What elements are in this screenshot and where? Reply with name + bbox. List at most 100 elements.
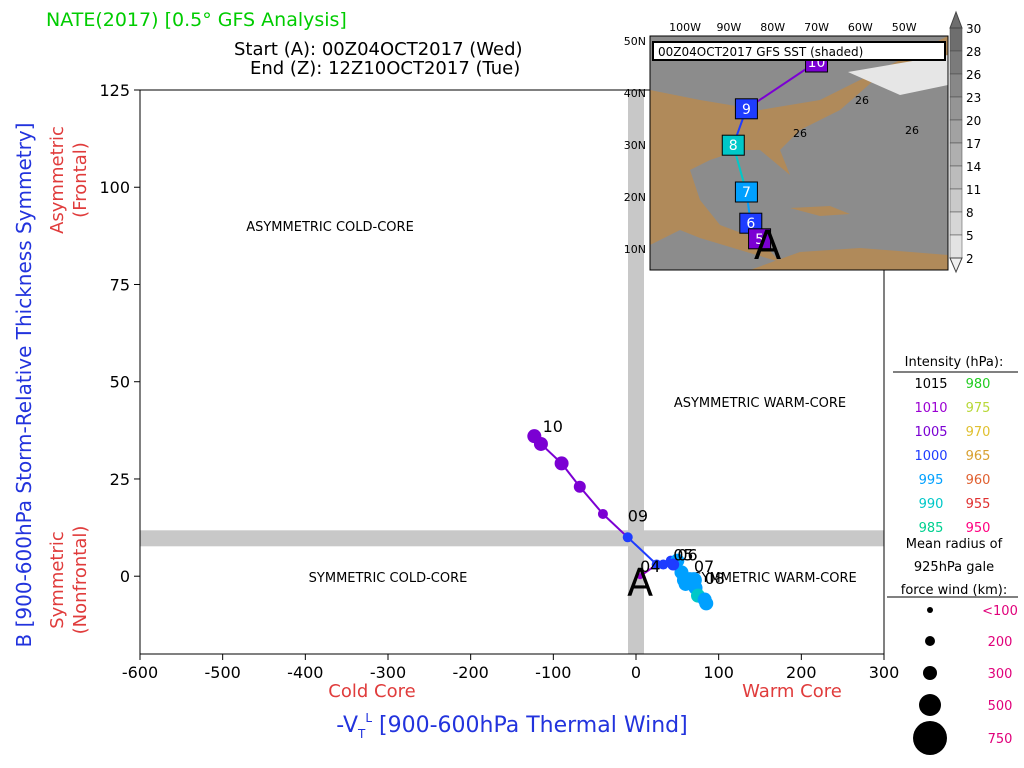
inset-lat-label: 40N: [624, 87, 646, 100]
x-tick-label: 0: [631, 663, 641, 682]
inset-colorbar-label: 8: [966, 206, 974, 220]
track-point: [637, 573, 644, 580]
day-label: 06: [677, 546, 697, 565]
legend-intensity-value: 975: [966, 401, 991, 416]
plot-frame: [139, 89, 885, 655]
x-side-label-cold: Cold Core: [328, 681, 415, 702]
inset-colorbar-label: 11: [966, 183, 981, 197]
legend-intensity-value: 955: [966, 497, 991, 512]
y-side-label-bottom-2: (Nonfrontal): [70, 526, 91, 635]
zero-y-band: [140, 530, 884, 547]
legend-intensity-value: 965: [966, 449, 991, 464]
legend-intensity-value: 960: [966, 473, 991, 488]
y-side-label-top-1: Asymmetric: [47, 126, 68, 234]
inset-track-segment: [745, 61, 818, 110]
inset-colorbar-cell: [949, 188, 963, 213]
y-side-label-bottom-1: Symmetric: [47, 531, 68, 629]
track-segment: [602, 513, 629, 539]
legend-intensity-value: 970: [966, 425, 991, 440]
x-axis-title: -VTL [900-600hPa Thermal Wind]: [336, 711, 687, 741]
inset-land-south: [750, 248, 948, 270]
x-tick-label: 300: [869, 663, 900, 682]
y-tick-label: 125: [99, 81, 130, 100]
track-point: [573, 480, 586, 493]
inset-colorbar-cell: [949, 73, 963, 98]
legend-intensity-value: 990: [919, 497, 944, 512]
inset-colorbar-cell: [949, 119, 963, 144]
x-tick-label: -300: [370, 663, 406, 682]
inset-lat-label: 50N: [624, 35, 646, 48]
legend-radius-label: <100: [982, 604, 1018, 619]
track-point: [651, 559, 662, 570]
inset-colorbar-label: 23: [966, 91, 981, 105]
inset-colorbar-cell: [949, 142, 963, 167]
legend-radius-dot: [925, 636, 935, 646]
track-segment: [627, 536, 658, 566]
plot-area: -600 -500 -400 -300 -200 -100 0 100 200 300025507…: [12, 81, 899, 741]
inset-colorbar-cell: [949, 50, 963, 75]
inset-title-box: [652, 41, 946, 61]
y-tick-label: 50: [110, 373, 130, 392]
legend-radius-label: 500: [988, 699, 1013, 714]
legend-intensity-value: 1000: [914, 449, 947, 464]
legend-intensity-value: 1005: [914, 425, 947, 440]
inset-colorbar-label: 17: [966, 137, 981, 151]
inset-colorbar-label: 14: [966, 160, 981, 174]
inset-track-label: 7: [742, 185, 751, 201]
legend-radius-dot: [919, 694, 941, 716]
legend-intensity-value: 980: [966, 377, 991, 392]
legend-radius-dot: [923, 666, 937, 680]
inset-colorbar-cell: [949, 165, 963, 190]
legend-intensity-value: 1010: [914, 401, 947, 416]
legend-intensity-value: 1015: [914, 377, 947, 392]
day-label: 07: [694, 557, 714, 576]
end-time-label: End (Z): 12Z10OCT2017 (Tue): [250, 58, 521, 79]
day-label: 05: [673, 546, 693, 565]
inset-colorbar-label: 2: [966, 252, 974, 266]
inset-lon-label: 70W: [804, 21, 829, 34]
track-point: [597, 508, 608, 519]
track-point: [527, 429, 542, 444]
y-tick-label: 75: [110, 275, 130, 294]
inset-lon-label: 90W: [716, 21, 741, 34]
inset-colorbar-label: 20: [966, 114, 981, 128]
inset-track-label: 8: [729, 138, 738, 154]
legend-radius-label: 750: [988, 732, 1013, 747]
inset-track-box: [748, 228, 772, 250]
inset-lon-label: 60W: [848, 21, 873, 34]
legend-intensity-title: Intensity (hPa):: [905, 355, 1004, 370]
legend-radius-title: 925hPa gale: [914, 560, 994, 575]
x-tick-label: -500: [205, 663, 241, 682]
day-label: 10: [543, 417, 563, 436]
inset-start-marker-a: A: [754, 223, 782, 269]
x-tick-label: -400: [287, 663, 323, 682]
x-tick-label: -200: [453, 663, 489, 682]
track-point: [554, 456, 569, 471]
inset-colorbar-bottom-arrow: [949, 257, 963, 274]
inset-colorbar-label: 28: [966, 45, 981, 59]
day-label: 04: [640, 557, 660, 576]
inset-title: 00Z04OCT2017 GFS SST (shaded): [658, 45, 863, 59]
inset-colorbar-cell: [949, 27, 963, 52]
inset-lon-label: 80W: [760, 21, 785, 34]
inset-frame: [649, 35, 949, 271]
inset-lon-label: 50W: [892, 21, 917, 34]
legend-radius-title: Mean radius of: [906, 537, 1003, 552]
inset-cold-sst: [848, 55, 948, 95]
quadrant-label-top-left: ASYMMETRIC COLD-CORE: [246, 220, 414, 235]
inset-lon-label: 100W: [669, 21, 701, 34]
legend-radius-label: 300: [988, 667, 1013, 682]
inset-colorbar-top-arrow: [949, 10, 963, 29]
legend-intensity-value: 950: [966, 521, 991, 536]
y-tick-label: 25: [110, 470, 130, 489]
x-tick-label: -600: [122, 663, 158, 682]
inset-colorbar-label: 30: [966, 22, 981, 36]
inset-sst-contour-label: 26: [855, 94, 869, 107]
inset-colorbar-cell: [949, 211, 963, 236]
inset-track-box: [721, 134, 745, 156]
y-side-label-top-2: (Frontal): [70, 142, 91, 218]
y-axis-title: B [900-600hPa Storm-Relative Thickness S…: [12, 123, 36, 648]
y-tick-label: 0: [120, 567, 130, 586]
inset-track-label: 5: [755, 232, 764, 248]
